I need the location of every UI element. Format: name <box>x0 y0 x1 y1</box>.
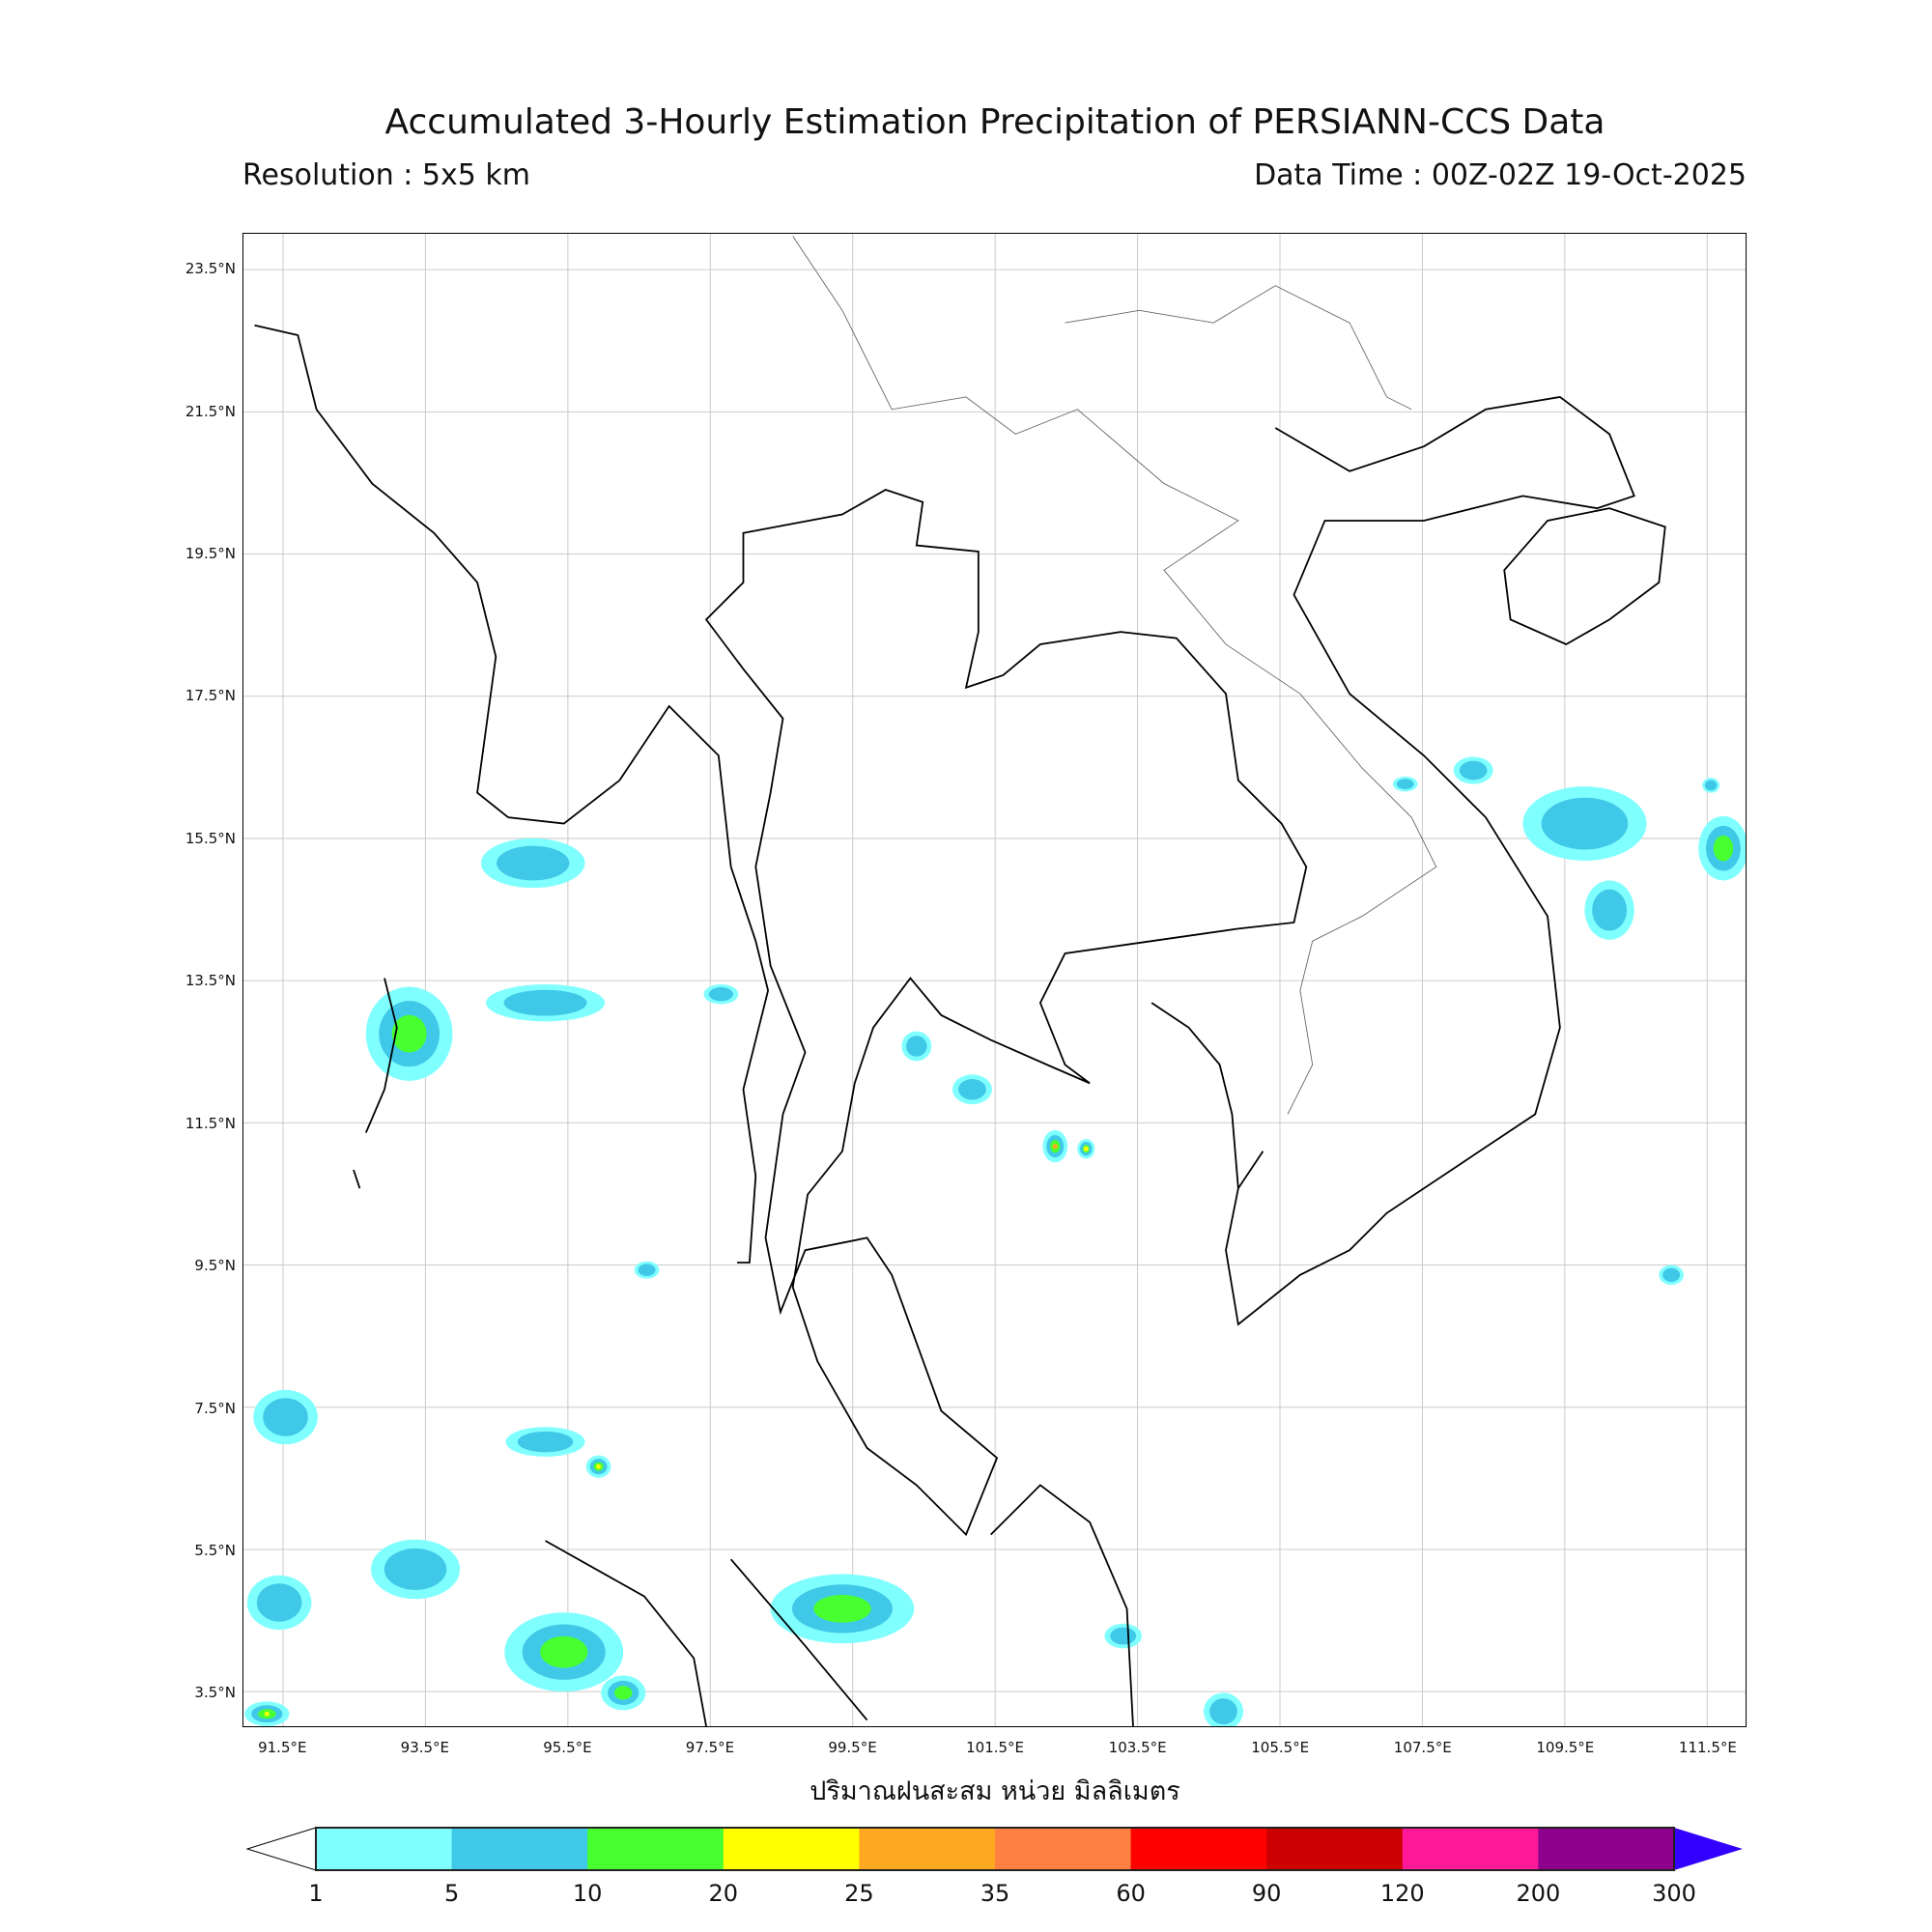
lon-tick-label: 93.5°E <box>400 1739 450 1756</box>
lon-tick-label: 105.5°E <box>1251 1739 1310 1756</box>
precip-cell <box>1459 760 1488 781</box>
colorbar-segment <box>1266 1828 1404 1870</box>
hainan-coast <box>1503 507 1666 645</box>
lat-tick-label: 19.5°N <box>185 545 236 563</box>
chart-title: Accumulated 3-Hourly Estimation Precipit… <box>384 102 1605 142</box>
colorbar-tick-label: 1 <box>308 1880 324 1907</box>
colorbar-segment <box>1130 1828 1267 1870</box>
precip-cell <box>813 1595 871 1623</box>
lat-tick-label: 23.5°N <box>185 260 236 278</box>
colorbar-label: ปริมาณฝนสะสม หน่วย มิลลิเมตร <box>810 1776 1180 1806</box>
precip-cell <box>906 1036 927 1057</box>
precip-cell <box>1396 779 1414 789</box>
colorbar-tick-label: 10 <box>572 1880 603 1907</box>
precip-cell <box>638 1264 656 1276</box>
lat-tick-label: 3.5°N <box>194 1684 236 1702</box>
lat-tick-label: 7.5°N <box>194 1399 236 1417</box>
precipitation-layer <box>244 756 1746 1726</box>
colorbar-segment <box>316 1828 453 1870</box>
precip-cell <box>264 1711 270 1717</box>
precip-cell <box>614 1686 633 1700</box>
precip-cell <box>1209 1698 1237 1725</box>
colorbar-segment <box>451 1828 588 1870</box>
colorbar-segment <box>859 1828 996 1870</box>
lat-tick-label: 21.5°N <box>185 402 236 420</box>
coastlines <box>254 324 1666 1726</box>
sumatra-coast <box>545 1540 868 1726</box>
precip-cell <box>540 1635 588 1668</box>
precip-cell <box>1083 1146 1089 1151</box>
colorbar-tick-label: 20 <box>708 1880 739 1907</box>
precip-cell <box>497 845 570 881</box>
data-time-label: Data Time : 00Z-02Z 19-Oct-2025 <box>1254 158 1747 192</box>
resolution-label: Resolution : 5x5 km <box>242 158 530 192</box>
thailand-border <box>704 488 1308 1537</box>
colorbar-tick-label: 60 <box>1116 1880 1146 1907</box>
lon-tick-label: 97.5°E <box>685 1739 735 1756</box>
precip-cell <box>1704 780 1718 791</box>
country-borders <box>792 236 1437 1115</box>
lon-tick-label: 99.5°E <box>828 1739 877 1756</box>
andaman-islands <box>353 978 398 1189</box>
lat-tick-label: 11.5°N <box>185 1114 236 1132</box>
precip-cell <box>1052 1144 1058 1150</box>
lat-tick-label: 17.5°N <box>185 687 236 705</box>
colorbar-tick-label: 200 <box>1516 1880 1561 1907</box>
precip-cell <box>958 1079 986 1100</box>
lon-tick-label: 107.5°E <box>1393 1739 1452 1756</box>
lon-tick-label: 101.5°E <box>966 1739 1025 1756</box>
myanmar-coast <box>254 324 770 1264</box>
colorbar-segment <box>1538 1828 1675 1870</box>
precip-cell <box>1713 835 1734 862</box>
precip-cell <box>1541 797 1629 850</box>
colorbar-segment <box>995 1828 1132 1870</box>
colorbar-segment <box>723 1828 860 1870</box>
precip-cell <box>503 989 587 1016</box>
precip-cell <box>517 1431 574 1453</box>
colorbar-frame <box>315 1827 1675 1871</box>
colorbar-tick-label: 90 <box>1251 1880 1282 1907</box>
precip-cell <box>1110 1627 1137 1645</box>
colorbar-tick-label: 5 <box>443 1880 460 1907</box>
colorbar-segment <box>1402 1828 1539 1870</box>
lon-tick-label: 109.5°E <box>1536 1739 1595 1756</box>
colorbar-segment <box>587 1828 724 1870</box>
precip-cell <box>263 1398 308 1436</box>
colorbar-over-arrow <box>1674 1828 1743 1870</box>
colorbar-tick-label: 25 <box>844 1880 874 1907</box>
lon-tick-label: 111.5°E <box>1678 1739 1737 1756</box>
precip-cell <box>256 1583 302 1622</box>
precip-cell <box>1592 889 1628 931</box>
precip-cell <box>391 1014 427 1053</box>
lat-tick-label: 5.5°N <box>194 1542 236 1560</box>
colorbar-tick-label: 300 <box>1652 1880 1696 1907</box>
vietnam-coast <box>1225 396 1635 1326</box>
lon-tick-label: 91.5°E <box>258 1739 307 1756</box>
lat-tick-label: 15.5°N <box>185 829 236 847</box>
precip-cell <box>708 987 733 1002</box>
colorbar <box>245 1827 1743 1871</box>
precip-cell <box>1662 1267 1681 1282</box>
precip-cell <box>384 1548 447 1590</box>
precipitation-map <box>242 233 1747 1727</box>
precip-cell <box>596 1463 602 1469</box>
lon-tick-label: 95.5°E <box>543 1739 592 1756</box>
malaysia-coast <box>990 1484 1134 1726</box>
cambodia-coast <box>1151 1002 1239 1189</box>
lon-tick-label: 103.5°E <box>1108 1739 1167 1756</box>
gridlines <box>243 234 1746 1726</box>
colorbar-tick-label: 35 <box>980 1880 1010 1907</box>
colorbar-tick-label: 120 <box>1379 1880 1425 1907</box>
lat-tick-label: 13.5°N <box>185 972 236 990</box>
colorbar-under-arrow <box>245 1827 317 1871</box>
lat-tick-label: 9.5°N <box>194 1257 236 1275</box>
